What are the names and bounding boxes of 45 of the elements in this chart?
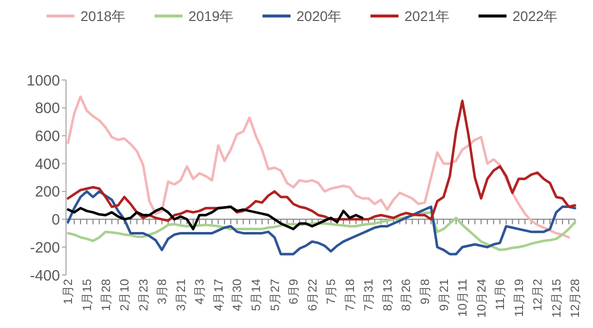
y-tick-label: 200 xyxy=(34,184,60,201)
x-tick-label: 4月17 xyxy=(211,278,226,312)
x-tick-label: 11月19 xyxy=(512,278,526,317)
x-tick-label: 12月2 xyxy=(530,278,545,312)
legend-label: 2021年 xyxy=(404,8,450,24)
x-tick-label: 6月9 xyxy=(286,278,301,304)
x-tick-label: 11月6 xyxy=(493,278,508,310)
y-tick-label: -400 xyxy=(30,267,60,284)
line-series xyxy=(66,95,570,239)
legend-label: 2019年 xyxy=(188,8,234,24)
x-tick-label: 9月21 xyxy=(436,278,451,312)
x-tick-label: 1月28 xyxy=(98,278,113,312)
x-tick-label: 10月11 xyxy=(456,278,470,317)
x-tick-label: 7月31 xyxy=(362,278,376,312)
x-tick-label: 5月27 xyxy=(268,278,282,312)
x-tick-label: 5月14 xyxy=(248,278,263,312)
y-tick-label: 1000 xyxy=(26,72,60,90)
x-tick-label: 2月10 xyxy=(118,278,132,312)
x-tick-label: 3月8 xyxy=(155,278,170,304)
y-tick-label: 400 xyxy=(34,156,60,173)
x-tick-label: 8月26 xyxy=(399,278,414,312)
x-tick-label: 3月21 xyxy=(174,278,188,312)
line-series xyxy=(66,100,576,222)
x-tick-label: 8月13 xyxy=(380,278,394,312)
y-tick-label: 800 xyxy=(34,100,60,118)
x-tick-label: 12月28 xyxy=(568,278,582,318)
y-tick-label: 0 xyxy=(52,212,60,229)
x-tick-label: 7月18 xyxy=(342,278,357,312)
y-tick-label: 600 xyxy=(34,128,60,145)
line-series xyxy=(66,206,364,230)
legend-label: 2018年 xyxy=(80,8,126,24)
line-series xyxy=(66,190,576,256)
x-tick-label: 1月15 xyxy=(80,278,94,312)
x-tick-label: 12月15 xyxy=(549,278,564,318)
legend-label: 2020年 xyxy=(296,8,342,24)
x-tick-label: 7月5 xyxy=(324,278,338,304)
x-tick-label: 9月8 xyxy=(418,278,432,304)
x-tick-label: 10月24 xyxy=(474,278,488,318)
y-tick-label: -200 xyxy=(30,239,60,256)
x-tick-label: 6月22 xyxy=(305,278,320,312)
x-tick-label: 4月3 xyxy=(192,278,207,304)
x-tick-label: 2月23 xyxy=(136,278,150,312)
x-tick-label: 1月2 xyxy=(61,278,76,304)
legend-label: 2022年 xyxy=(512,8,558,24)
x-tick-label: 4月30 xyxy=(230,278,244,312)
